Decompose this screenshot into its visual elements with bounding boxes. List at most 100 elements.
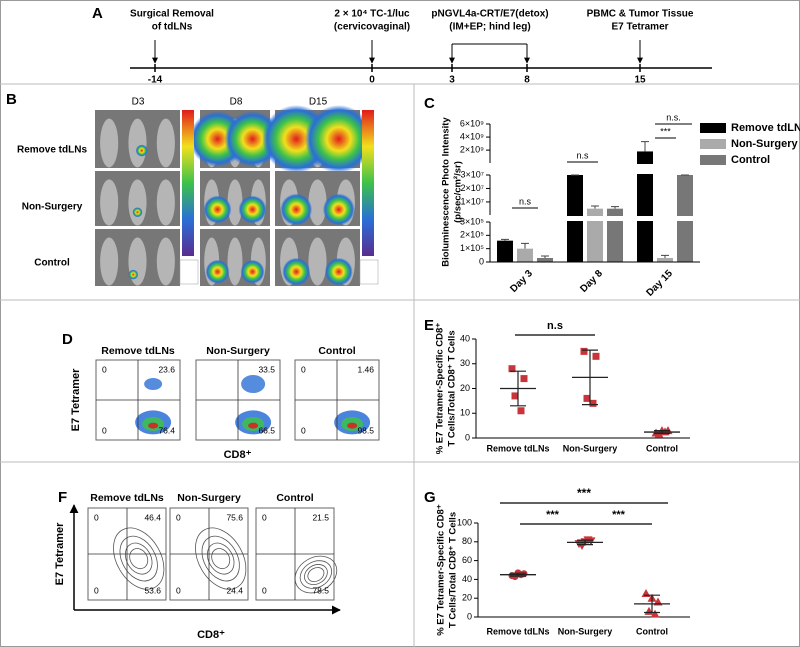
data-point — [517, 407, 525, 415]
signal — [135, 144, 148, 157]
y-axis-label: % E7 Tetramer-Specific CD8⁺ — [435, 323, 446, 455]
panel-label: E — [424, 317, 434, 334]
quadrant-percent: 76.4 — [158, 425, 175, 435]
column-title: D15 — [309, 97, 328, 108]
error-bar — [521, 242, 529, 249]
panel-label: F — [58, 489, 67, 506]
x-tick-label: Non-Surgery — [563, 443, 618, 453]
y-tick-label: 40 — [462, 574, 472, 584]
mouse — [128, 118, 147, 168]
contour — [307, 567, 325, 582]
signal — [132, 207, 143, 218]
y-tick-label: 20 — [462, 593, 472, 603]
y-tick-label: 0 — [465, 432, 470, 442]
quadrant-percent: 75.6 — [226, 512, 243, 522]
x-tick-label: Remove tdLNs — [486, 626, 549, 636]
signal — [203, 195, 232, 224]
x-tick-label: Non-Surgery — [558, 626, 613, 636]
significance-label: n.s. — [666, 112, 681, 122]
legend-label: Non-Surgery — [731, 138, 799, 150]
cell-density — [144, 378, 163, 390]
dividers — [0, 83, 800, 647]
y-tick-label: 40 — [460, 333, 470, 343]
y-axis-label: (p/sec/cm²/sr) — [453, 161, 464, 223]
sd-bar — [510, 370, 526, 407]
significance-label: n.s — [576, 150, 589, 160]
flow-title: Non-Surgery — [177, 492, 241, 504]
x-tick-label: Remove tdLNs — [486, 443, 549, 453]
legend-label: Remove tdLNs — [731, 122, 800, 134]
bar — [537, 258, 553, 262]
error-bar — [611, 206, 619, 209]
color-scale — [182, 110, 194, 256]
mouse — [100, 118, 119, 168]
panel-label: B — [6, 91, 17, 108]
cell-density — [148, 422, 159, 429]
timeline-day: -14 — [148, 75, 163, 86]
significance-label: n.s — [519, 196, 532, 206]
signal — [205, 259, 230, 284]
row-title: Non-Surgery — [22, 202, 83, 213]
bar — [607, 208, 623, 262]
event-text: of tdLNs — [152, 22, 193, 33]
y-tick-label: 2×10⁵ — [460, 230, 484, 240]
color-scale — [362, 110, 374, 256]
y-axis-label: E7 Tetramer — [54, 522, 66, 585]
quadrant-percent: 78.5 — [312, 585, 329, 595]
sd-bar — [577, 539, 593, 546]
quadrant-percent: 53.6 — [144, 585, 161, 595]
signal — [238, 195, 267, 224]
contour — [294, 555, 338, 594]
data-point — [583, 394, 591, 402]
data-point — [511, 392, 519, 400]
bar — [657, 258, 673, 262]
sd-bar — [654, 429, 670, 435]
contour — [304, 564, 328, 586]
contour — [113, 527, 165, 590]
significance-label: *** — [546, 509, 560, 521]
panel-label: A — [92, 5, 103, 22]
bar — [517, 248, 533, 262]
y-axis-label: T Cells/Total CD8⁺ T Cells — [448, 512, 459, 628]
quadrant-percent: 0 — [94, 585, 99, 595]
row-title: Remove tdLNs — [17, 145, 87, 156]
y-tick-label: 20 — [460, 383, 470, 393]
quadrant-percent: 0 — [102, 364, 107, 374]
quadrant-percent: 0 — [94, 512, 99, 522]
mouse — [308, 237, 327, 286]
sd-bar — [510, 572, 526, 577]
quadrant-percent: 0 — [102, 425, 107, 435]
y-axis-label: % E7 Tetramer-Specific CD8⁺ — [436, 504, 447, 636]
y-tick-label: 0 — [467, 611, 472, 621]
color-scale-note — [179, 259, 199, 285]
signal — [128, 269, 139, 280]
timeline-day: 15 — [634, 75, 646, 86]
timeline-day: 3 — [449, 75, 455, 86]
y-tick-label: 80 — [462, 536, 472, 546]
panel-label: D — [62, 331, 73, 348]
quadrant-percent: 1.46 — [357, 364, 374, 374]
axis-break — [491, 216, 701, 221]
mouse — [100, 237, 119, 286]
signal — [282, 257, 311, 286]
error-bar — [661, 254, 669, 258]
contour — [195, 527, 247, 590]
quadrant-percent: 46.4 — [144, 512, 161, 522]
y-tick-label: 100 — [457, 517, 472, 527]
data-point — [650, 609, 660, 618]
event-text: 2 × 10⁴ TC-1/luc — [334, 9, 410, 20]
event-text: (cervicovaginal) — [334, 22, 410, 33]
legend-label: Control — [731, 154, 770, 166]
data-point — [592, 352, 600, 360]
row-title: Control — [34, 258, 70, 269]
y-tick-label: 4×10⁹ — [460, 131, 484, 141]
data-point — [589, 399, 597, 407]
y-tick-label: 6×10⁹ — [460, 118, 484, 128]
mouse — [156, 237, 175, 286]
contour — [206, 542, 235, 575]
data-point — [520, 375, 528, 383]
y-tick-label: 1×10⁷ — [460, 196, 484, 206]
y-tick-label: 2×10⁹ — [460, 145, 484, 155]
x-axis-label: CD8⁺ — [197, 629, 225, 641]
timeline-day: 0 — [369, 75, 375, 86]
